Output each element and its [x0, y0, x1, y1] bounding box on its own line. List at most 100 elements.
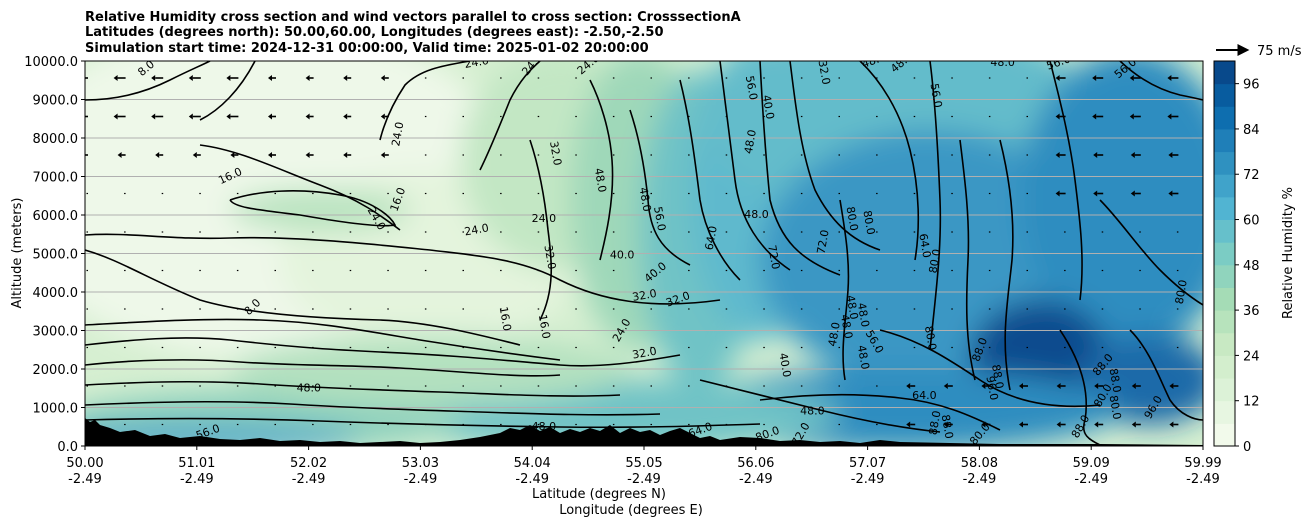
wind-vector-head	[155, 152, 160, 158]
x-tick-label-lat: 53.03	[402, 456, 439, 471]
contour-label: 48.0	[742, 129, 759, 155]
wind-vector-head	[1168, 190, 1173, 197]
contour-label: 80.0	[1107, 394, 1124, 420]
colorbar-segment	[1214, 151, 1235, 175]
x-tick-label-lon: -2.49	[1186, 472, 1220, 487]
contour-label: 48.0	[860, 50, 887, 71]
contour-label: 80.0	[1173, 279, 1190, 305]
humidity-blob-moist-band	[230, 188, 410, 232]
contour-label: 80.0	[922, 325, 939, 351]
x-tick-label-lon: -2.49	[627, 472, 661, 487]
contour-label: 48.0	[637, 186, 654, 212]
y-tick-label: 6000.0	[33, 209, 79, 224]
contour-label: 48.0	[838, 313, 855, 339]
contour-label: 32.0	[541, 244, 558, 270]
colorbar-segment	[1214, 61, 1235, 85]
colorbar-segment	[1214, 332, 1235, 356]
colorbar-tick-label: 72	[1243, 168, 1260, 183]
wind-vector-head	[1093, 190, 1098, 197]
contour-label: 56.0	[1045, 52, 1072, 73]
x-tick-label-lon: -2.49	[1074, 472, 1108, 487]
wind-vector-head	[1055, 75, 1060, 81]
contour-line	[479, 61, 541, 171]
contour-label: 16.0	[536, 313, 553, 339]
quiver-key-label: 75 m/s	[1257, 44, 1302, 59]
chart-title-line-3: Simulation start time: 2024-12-31 00:00:…	[85, 41, 649, 56]
contour-line	[199, 144, 401, 231]
y-tick-label: 3000.0	[33, 325, 79, 340]
contour-label: 16.0	[497, 306, 514, 332]
colorbar-tick-label: 12	[1243, 395, 1260, 410]
y-tick-label: 7000.0	[33, 171, 79, 186]
wind-vector-head	[380, 75, 385, 81]
wind-vector-head	[1092, 75, 1097, 81]
wind-vector-head	[1092, 113, 1097, 120]
colorbar-segment	[1214, 106, 1235, 130]
wind-vector-head	[343, 152, 348, 158]
wind-vector-head	[151, 113, 156, 120]
wind-vector-head	[76, 75, 80, 81]
x-tick-label-lat: 56.06	[737, 456, 774, 471]
wind-vector-head	[1055, 113, 1060, 120]
y-axis-ticks: 0.0 1000.0 2000.0 3000.0 4000.0 5000.0 6000.0 7…	[24, 55, 85, 455]
contour-line	[1119, 61, 1203, 101]
x-tick-label-lat: 52.02	[290, 456, 327, 471]
colorbar-ticks: 0 12 24 36 48 60 72 84 96	[1235, 78, 1260, 455]
x-tick-label-lon: -2.49	[180, 472, 214, 487]
x-axis-label-longitude: Longitude (degrees E)	[559, 503, 703, 518]
colorbar-segment	[1214, 400, 1235, 424]
contour-label: 88.0	[1107, 367, 1124, 393]
colorbar-frame	[1213, 60, 1236, 447]
contour-label: 40.0	[760, 94, 777, 120]
colorbar-segment	[1214, 219, 1235, 243]
humidity-blob-far-right	[1020, 61, 1203, 350]
contour-line	[85, 359, 561, 377]
contour-label: 32.0	[816, 59, 833, 85]
contour-lines	[85, 61, 1203, 446]
contour-label: 96.0	[983, 375, 1000, 401]
wind-vector-head	[268, 152, 272, 158]
contour-line	[379, 61, 471, 141]
wind-vector-head	[268, 113, 272, 120]
colorbar-tick-label: 0	[1243, 440, 1251, 455]
contour-line	[679, 79, 741, 281]
contour-line	[85, 249, 521, 346]
wind-vector-head	[343, 75, 348, 81]
wind-vector-head	[1169, 421, 1174, 428]
wind-vector-head	[188, 113, 193, 120]
colorbar-tick-label: 96	[1243, 78, 1260, 93]
wind-vector-head	[230, 152, 235, 158]
contour-line	[759, 61, 841, 276]
colorbar-segment	[1214, 355, 1235, 379]
contour-label: 48.0	[800, 404, 825, 417]
y-grid	[85, 99, 1203, 408]
y-tick-label: 8000.0	[33, 132, 79, 147]
wind-vector-head	[1055, 152, 1060, 158]
wind-vector-head	[226, 75, 231, 81]
contour-label: 24.0	[389, 121, 406, 147]
contour-label: 72.0	[765, 244, 782, 270]
colorbar-tick-label: 36	[1243, 304, 1260, 319]
colorbar	[1214, 61, 1235, 447]
colorbar-tick-label: 60	[1243, 214, 1260, 229]
contour-line	[199, 61, 256, 121]
wind-vector-head	[1019, 421, 1023, 428]
y-tick-label: 10000.0	[24, 55, 78, 70]
contour-line	[85, 380, 621, 397]
wind-vector-head	[1131, 421, 1136, 428]
contour-line	[839, 199, 850, 381]
wind-vector-head	[1019, 383, 1023, 389]
contour-line	[719, 61, 791, 271]
contour-label: 88.0	[927, 410, 944, 436]
contour-line	[85, 417, 761, 429]
contour-label: 64.0	[703, 225, 720, 251]
contour-line	[759, 393, 1001, 431]
contour-line	[1129, 329, 1203, 421]
wind-vector-head	[192, 152, 197, 158]
x-tick-label-lon: -2.49	[404, 472, 438, 487]
wind-vector-head	[305, 152, 310, 158]
plot-area: 8.0 24.0 24.0 24.024.032.016.016.024.0 24.02…	[76, 50, 1203, 446]
wind-vector-head	[1167, 75, 1172, 81]
y-tick-label: 0.0	[57, 440, 78, 455]
